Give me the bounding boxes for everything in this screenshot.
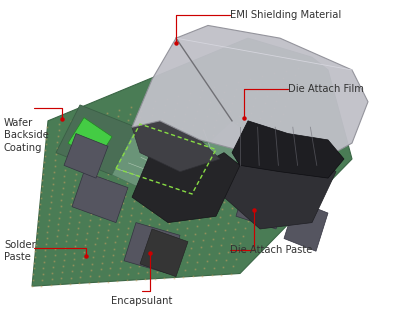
Text: Wafer
Backside
Coating: Wafer Backside Coating [4, 118, 49, 153]
Polygon shape [224, 159, 336, 229]
Polygon shape [64, 134, 108, 178]
Text: EMI Shielding Material: EMI Shielding Material [230, 10, 341, 20]
Polygon shape [32, 38, 352, 286]
Polygon shape [112, 121, 248, 197]
Polygon shape [140, 229, 188, 277]
Polygon shape [132, 149, 240, 223]
Text: Die Attach Paste: Die Attach Paste [230, 245, 312, 255]
Text: Solder
Paste: Solder Paste [4, 240, 36, 262]
Polygon shape [132, 25, 368, 165]
Polygon shape [56, 105, 136, 175]
Polygon shape [72, 172, 128, 223]
Polygon shape [236, 175, 288, 229]
Text: Encapsulant: Encapsulant [111, 296, 173, 307]
Polygon shape [68, 118, 112, 162]
Polygon shape [232, 121, 344, 178]
Polygon shape [124, 223, 180, 273]
Polygon shape [284, 200, 328, 251]
Text: Die Attach Film: Die Attach Film [288, 84, 364, 94]
Polygon shape [132, 121, 220, 172]
